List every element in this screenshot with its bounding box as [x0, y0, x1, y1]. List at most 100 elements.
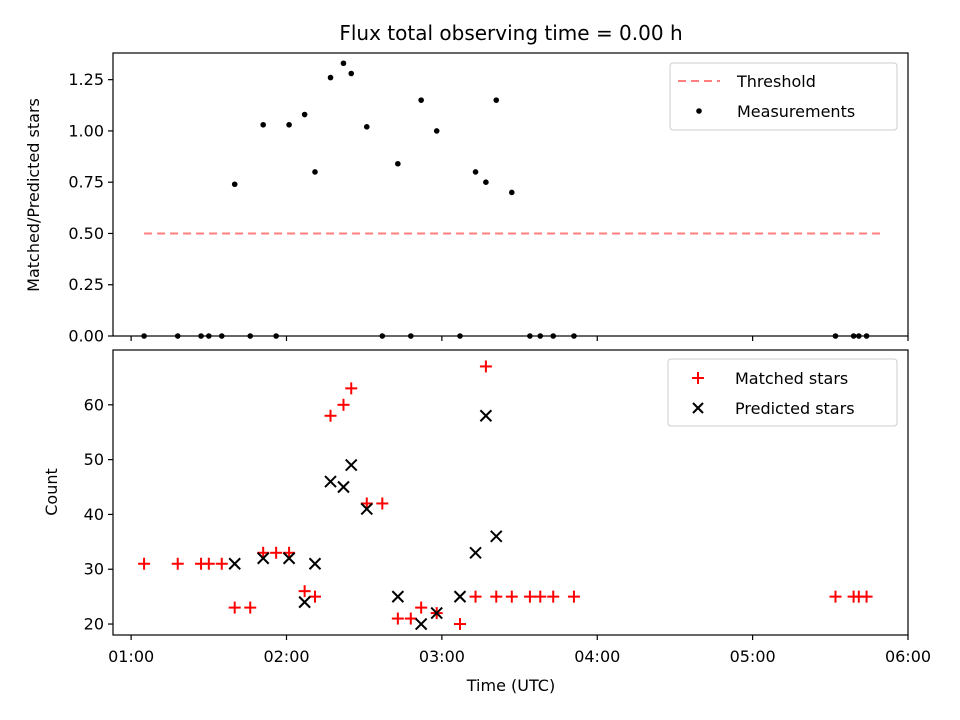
measurement-point	[472, 169, 479, 175]
matched-star-point	[171, 557, 184, 570]
top-y-tick-label: 1.00	[68, 121, 104, 140]
predicted-star-point	[298, 595, 311, 609]
legend-matched-swatch	[692, 372, 704, 384]
matched-star-point	[567, 590, 580, 603]
matched-star-point	[360, 497, 373, 510]
measurement-point	[527, 333, 533, 339]
measurement-point	[286, 121, 292, 128]
measurement-point	[832, 333, 839, 339]
predicted-star-point	[469, 546, 482, 559]
matched-star-point	[490, 590, 503, 603]
matched-star-point	[404, 612, 417, 625]
matched-star-point	[298, 585, 311, 598]
measurement-point	[408, 333, 414, 339]
measurement-point	[550, 333, 557, 339]
matched-star-point	[391, 612, 404, 625]
bottom-y-tick-label: 60	[84, 395, 104, 414]
predicted-star-stroke	[360, 502, 373, 516]
predicted-star-point	[453, 590, 467, 603]
measurement-point	[483, 179, 489, 185]
measurement-point	[379, 333, 386, 339]
predicted-star-point	[414, 617, 428, 631]
top-y-tick-label: 0.00	[68, 327, 104, 346]
legend-predicted-label: Predicted stars	[735, 399, 855, 418]
matched-star-point	[454, 618, 467, 631]
measurement-point	[348, 70, 355, 77]
x-tick-label: 06:00	[885, 647, 931, 666]
measurement-point	[433, 128, 440, 134]
measurement-point	[174, 333, 181, 339]
top-axes-frame	[112, 52, 909, 337]
measurement-point	[231, 181, 238, 188]
measurement-point	[395, 160, 401, 167]
measurement-point	[850, 333, 857, 339]
predicted-star-stroke	[430, 606, 443, 620]
measurement-point	[260, 121, 266, 128]
matched-star-point	[547, 590, 560, 603]
predicted-star-point	[345, 458, 358, 472]
bottom-y-tick-label: 20	[84, 615, 104, 634]
predicted-star-stroke	[337, 480, 350, 494]
top-y-label: Matched/Predicted stars	[24, 98, 43, 292]
predicted-star-point	[430, 606, 443, 620]
legend-predicted-swatch	[692, 402, 704, 414]
matched-star-point	[829, 590, 842, 603]
matched-star-point	[308, 590, 321, 603]
predicted-star-point	[360, 502, 373, 516]
predicted-star-stroke	[345, 458, 358, 472]
matched-star-point	[415, 601, 428, 614]
bottom-y-tick-label: 40	[84, 505, 104, 524]
predicted-star-stroke	[453, 590, 467, 603]
matched-star-point	[138, 557, 151, 570]
bottom-marks: 20 30 40 50 60 01:00 02:00 03:00 04:00 05:00 06:00	[84, 360, 931, 666]
predicted-star-stroke	[228, 557, 241, 570]
matched-star-point	[283, 546, 296, 559]
top-legend-box	[669, 62, 898, 131]
predicted-star-point	[337, 480, 350, 494]
x-axis-label: Time (UTC)	[466, 676, 555, 695]
predicted-star-point	[282, 552, 296, 565]
x-tick-label: 03:00	[419, 647, 465, 666]
bottom-axes-frame	[112, 349, 909, 636]
measurement-point	[855, 333, 862, 339]
matched-star-point	[202, 557, 215, 570]
bottom-y-label: Count	[42, 468, 61, 516]
measurement-point	[457, 333, 463, 339]
top-y-tick-label: 1.25	[68, 70, 104, 89]
matched-star-point	[270, 546, 283, 559]
predicted-star-stroke	[391, 590, 405, 603]
measurement-point	[508, 189, 515, 196]
bottom-y-tick-label: 50	[84, 450, 104, 469]
legend-measurements-label: Measurements	[737, 102, 855, 121]
matched-star-point	[479, 360, 492, 373]
predicted-star-stroke	[479, 409, 493, 422]
measurement-point	[218, 333, 225, 339]
predicted-star-stroke	[282, 552, 296, 565]
measurement-point	[198, 333, 204, 339]
measurement-point	[247, 333, 254, 339]
predicted-star-stroke	[414, 617, 428, 631]
measurement-point	[312, 169, 318, 175]
measurement-point	[493, 97, 500, 103]
predicted-star-stroke	[298, 595, 311, 609]
predicted-star-point	[391, 590, 405, 603]
predicted-star-stroke	[469, 546, 482, 559]
matched-star-point	[215, 557, 228, 570]
measurement-point	[340, 60, 347, 67]
measurement-point	[537, 333, 544, 339]
top-y-tick-label: 0.75	[68, 173, 104, 192]
matched-star-point	[860, 590, 873, 603]
top-legend: Threshold Measurements	[669, 62, 898, 131]
matched-star-point	[505, 590, 518, 603]
legend-matched-label: Matched stars	[735, 369, 848, 388]
matched-star-point	[469, 590, 482, 603]
matched-star-point	[534, 590, 547, 603]
predicted-star-stroke	[256, 552, 270, 565]
matched-star-point	[337, 398, 350, 411]
top-marks: 0.00 0.25 0.50 0.75 1.00 1.25	[68, 60, 909, 346]
measurement-point	[206, 333, 212, 339]
predicted-star-point	[308, 557, 322, 570]
measurement-point	[863, 333, 870, 339]
bottom-y-tick-label: 30	[84, 560, 104, 579]
bottom-legend-box	[667, 358, 898, 427]
